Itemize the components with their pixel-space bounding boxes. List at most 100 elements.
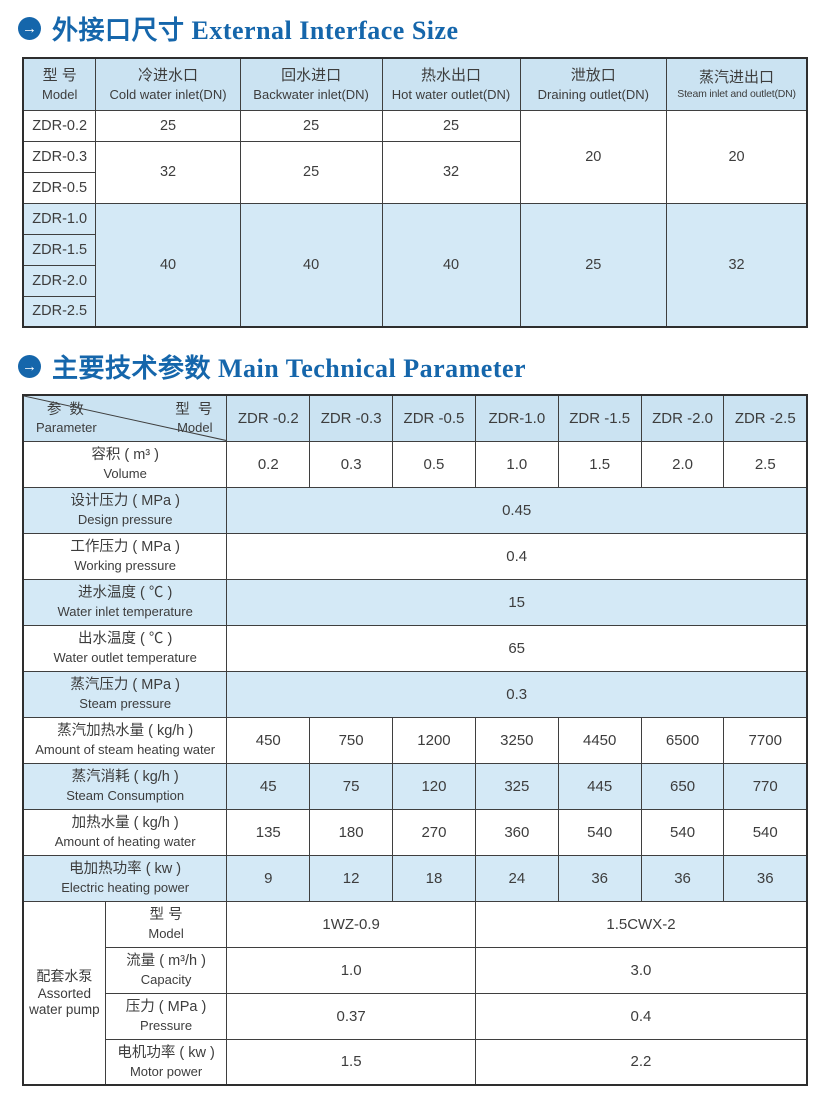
value-cell: 0.45 <box>226 486 808 534</box>
value-cell: 65 <box>226 624 808 672</box>
value-cell: 12 <box>309 854 394 902</box>
value-cell: 0.4 <box>474 992 808 1040</box>
value-cell: 1.0 <box>474 440 559 488</box>
title-en: External Interface Size <box>191 16 459 45</box>
table-row: ZDR-0.3 32 25 32 <box>22 140 807 204</box>
value-cell: 750 <box>309 716 394 764</box>
param-label-cell: 加热水量 ( kg/h ) Amount of heating water <box>22 808 228 856</box>
model-cell: ZDR-0.5 <box>22 171 97 204</box>
table-row: ZDR-0.5 <box>22 171 807 204</box>
param-label-cell: 出水温度 ( ℃ ) Water outlet temperature <box>22 624 228 672</box>
value-cell: 3.0 <box>474 946 808 994</box>
value-cell: 25 <box>519 202 668 328</box>
value-cell: 325 <box>474 762 559 810</box>
param-label-cell: 工作压力 ( MPa ) Working pressure <box>22 532 228 580</box>
table-row-pump-capacity: 流量 ( m³/h ) Capacity 1.0 3.0 <box>23 946 808 994</box>
value-cell: 0.3 <box>226 670 808 718</box>
value-cell: 445 <box>557 762 642 810</box>
value-cell: 2.5 <box>723 440 808 488</box>
model-cell: ZDR-1.0 <box>22 202 97 235</box>
param-label-cell: 蒸汽消耗 ( kg/h ) Steam Consumption <box>22 762 228 810</box>
model-cell: ZDR-2.0 <box>22 264 97 297</box>
param-label-cell: 蒸汽压力 ( MPa ) Steam pressure <box>22 670 228 718</box>
value-cell: 40 <box>95 202 241 328</box>
table-row-water-inlet-temperature: 进水温度 ( ℃ ) Water inlet temperature 15 <box>22 578 808 626</box>
table-row-working-pressure: 工作压力 ( MPa ) Working pressure 0.4 <box>22 532 808 580</box>
value-cell: 1.5CWX-2 <box>474 900 808 948</box>
header-zh: 热水出口 <box>421 67 482 85</box>
table-row-steam-consumption: 蒸汽消耗 ( kg/h ) Steam Consumption 45 75 12… <box>22 762 808 810</box>
header-en: Backwater inlet(DN) <box>253 86 369 102</box>
value-cell: 1.5 <box>557 440 642 488</box>
value-cell: 36 <box>557 854 642 902</box>
corner-model-label: 型 号 Model <box>175 401 215 436</box>
value-cell: 450 <box>226 716 311 764</box>
value-cell: 45 <box>226 762 311 810</box>
model-column-header: ZDR -0.3 <box>309 394 394 442</box>
param-label-cell: 设计压力 ( MPa ) Design pressure <box>22 486 228 534</box>
value-cell: 770 <box>723 762 808 810</box>
value-cell: 650 <box>640 762 725 810</box>
model-column-header: ZDR -1.5 <box>557 394 642 442</box>
title-en: Main Technical Parameter <box>218 354 527 383</box>
corner-parameter-label: 参 数 Parameter <box>36 401 97 436</box>
value-cell: 25 <box>239 140 383 204</box>
table-row: ZDR-1.0 40 40 40 25 32 <box>22 202 808 328</box>
value-cell: 32 <box>381 140 521 204</box>
value-cell: 0.4 <box>226 532 808 580</box>
value-cell: 0.2 <box>226 440 311 488</box>
param-label-cell: 容积 ( m³ ) Volume <box>22 440 228 488</box>
title-zh: 外接口尺寸 <box>52 16 185 45</box>
value-cell: 24 <box>474 854 559 902</box>
value-cell: 3250 <box>474 716 559 764</box>
main-technical-parameter-table: 参 数 Parameter 型 号 Model ZDR -0.2 ZDR -0.… <box>22 394 808 1086</box>
title-zh: 主要技术参数 <box>52 354 212 383</box>
value-cell: 40 <box>381 202 521 328</box>
value-cell: 4450 <box>557 716 642 764</box>
value-cell: 20 <box>666 109 808 204</box>
table-row: ZDR-2.0 <box>22 264 807 297</box>
table-row-pump-pressure: 压力 ( MPa ) Pressure 0.37 0.4 <box>23 992 808 1040</box>
value-cell: 1WZ-0.9 <box>226 900 476 948</box>
value-cell: 120 <box>392 762 476 810</box>
model-column-header: ZDR-1.0 <box>474 394 559 442</box>
param-label-cell: 蒸汽加热水量 ( kg/h ) Amount of steam heating … <box>22 716 228 764</box>
value-cell: 25 <box>95 109 241 142</box>
value-cell: 1.5 <box>226 1038 476 1086</box>
table-row-heating-water: 加热水量 ( kg/h ) Amount of heating water 13… <box>22 808 808 856</box>
table-header-row: 参 数 Parameter 型 号 Model ZDR -0.2 ZDR -0.… <box>22 394 808 442</box>
value-cell: 20 <box>519 109 668 204</box>
header-en: Draining outlet(DN) <box>537 86 649 102</box>
model-column-header: ZDR -2.5 <box>723 394 808 442</box>
table-row-steam-pressure: 蒸汽压力 ( MPa ) Steam pressure 0.3 <box>22 670 808 718</box>
value-cell: 36 <box>640 854 725 902</box>
model-cell: ZDR-1.5 <box>22 233 97 266</box>
section-title-main-technical-parameter: → 主要技术参数 Main Technical Parameter <box>18 348 526 385</box>
value-cell: 2.2 <box>474 1038 808 1086</box>
value-cell: 25 <box>239 109 383 142</box>
model-column-header: ZDR -0.5 <box>392 394 476 442</box>
section-title-external-interface: → 外接口尺寸 External Interface Size <box>18 10 459 47</box>
header-zh: 泄放口 <box>570 67 616 85</box>
header-zh: 冷进水口 <box>138 67 199 85</box>
value-cell: 25 <box>381 109 521 142</box>
model-cell: ZDR-0.2 <box>22 109 97 142</box>
model-cell: ZDR-0.3 <box>22 140 97 173</box>
header-en: Hot water outlet(DN) <box>391 86 511 102</box>
value-cell: 0.3 <box>309 440 394 488</box>
value-cell: 0.5 <box>392 440 476 488</box>
pump-param-label-cell: 压力 ( MPa ) Pressure <box>104 992 228 1040</box>
header-steam-inlet-outlet: 蒸汽进出口 Steam inlet and outlet(DN) <box>666 57 808 111</box>
table-row-water-outlet-temperature: 出水温度 ( ℃ ) Water outlet temperature 65 <box>22 624 808 672</box>
table-header-row: 型 号 Model 冷进水口 Cold water inlet(DN) 回水进口… <box>22 57 808 111</box>
pump-group-cell: 配套水泵 Assorted water pump <box>22 900 106 1086</box>
value-cell: 2.0 <box>640 440 725 488</box>
value-cell: 180 <box>309 808 394 856</box>
diagonal-corner-cell: 参 数 Parameter 型 号 Model <box>22 394 228 442</box>
header-en: Model <box>41 86 78 102</box>
value-cell: 9 <box>226 854 311 902</box>
value-cell: 7700 <box>723 716 808 764</box>
arrow-circle-icon: → <box>18 355 41 378</box>
header-cold-water-inlet: 冷进水口 Cold water inlet(DN) <box>95 57 241 111</box>
section-title-text: 外接口尺寸 External Interface Size <box>52 10 459 47</box>
